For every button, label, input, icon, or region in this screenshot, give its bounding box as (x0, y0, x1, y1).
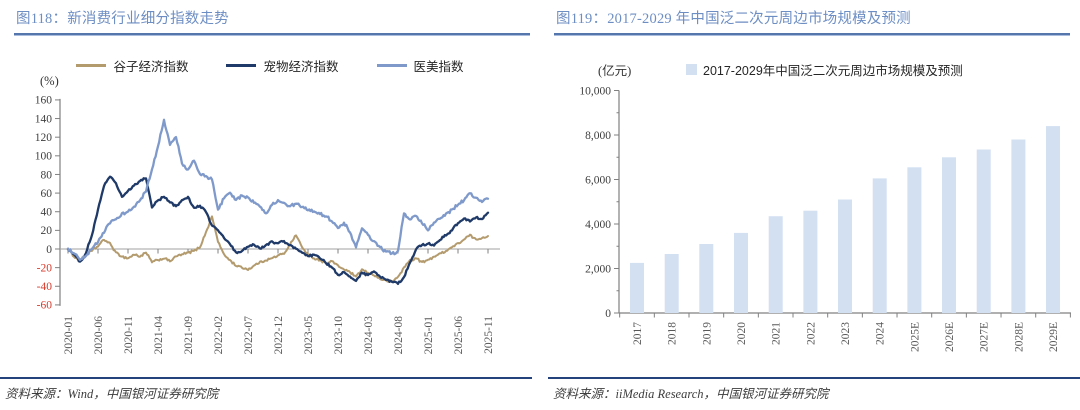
y-tick-label: 0 (605, 308, 611, 320)
x-tick-label: 2025-06 (453, 316, 465, 355)
y-tick-label: 80 (41, 169, 53, 181)
x-tick-label: 2023 (840, 322, 852, 345)
x-tick-label: 2023-10 (333, 316, 345, 355)
x-tick-label: 2022-12 (273, 316, 285, 355)
x-tick-label: 2025-11 (483, 316, 495, 354)
fig118-legend-item-0: 谷子经济指数 (76, 56, 188, 75)
fig118-source: 资料来源：Wind，中国银河证券研究院 (5, 387, 219, 401)
y-tick-label: 40 (41, 207, 53, 219)
x-tick-label: 2028E (1013, 322, 1025, 352)
bar-2026E (942, 157, 956, 314)
bar-2025E (907, 167, 922, 313)
fig119-title: 图119：2017-2029 年中国泛二次元周边市场规模及预测 (556, 11, 911, 27)
y-tick-label: 160 (35, 95, 53, 107)
x-tick-label: 2023-05 (303, 316, 315, 355)
fig119-legend: 2017-2029年中国泛二次元周边市场规模及预测 (686, 60, 963, 79)
fig119-source-divider (548, 377, 1080, 379)
y-tick-label: 6,000 (585, 174, 611, 186)
panel-fig118: 图118：新消费行业细分指数走势 谷子经济指数 宠物经济指数 医美指数 (%) -6… (0, 11, 540, 401)
x-tick-label: 2018 (667, 322, 679, 345)
x-tick-label: 2025E (909, 322, 921, 352)
fig118-source-divider (0, 377, 532, 379)
y-tick-label: 0 (46, 244, 52, 256)
x-tick-label: 2022-02 (213, 316, 225, 355)
x-tick-label: 2024 (875, 322, 887, 345)
bar-2020 (734, 232, 748, 313)
fig118-legend-item-1: 宠物经济指数 (226, 56, 339, 75)
x-tick-label: 2024-08 (393, 316, 405, 355)
bar-2021 (768, 216, 783, 313)
y-tick-label: 140 (35, 113, 53, 125)
fig118-legend-item-2: 医美指数 (376, 56, 464, 75)
y-tick-label: 20 (41, 225, 53, 237)
x-tick-label: 2026E (944, 322, 956, 352)
fig119-title-rule (554, 33, 1070, 36)
bar-2023 (838, 199, 852, 313)
y-tick-label: -40 (37, 281, 53, 293)
series-line-2 (66, 118, 490, 262)
x-tick-label: 2022-07 (243, 316, 255, 355)
x-tick-label: 2021-04 (153, 316, 165, 355)
x-tick-label: 2022 (805, 322, 817, 345)
x-tick-label: 2024-03 (363, 316, 375, 355)
bar-2029E (1046, 126, 1060, 313)
x-tick-label: 2029E (1048, 322, 1060, 352)
fig119-y-unit-label: (亿元) (598, 64, 632, 78)
fig118-legend-item-label: 谷子经济指数 (113, 60, 189, 74)
fig118-line-chart: -60 -40 -20 0 20 40 60 80 100 120 140 160 2020-01 202… (35, 95, 500, 355)
fig118-y-unit-label: (%) (40, 74, 59, 88)
fig118-legend-line-icon (376, 64, 407, 67)
bar-2018 (664, 254, 679, 313)
y-tick-label: 8,000 (585, 130, 611, 142)
fig118-title: 图118：新消费行业细分指数走势 (16, 11, 229, 27)
fig118-title-rule (14, 33, 530, 36)
fig118-legend-line-icon (76, 64, 107, 67)
panel-fig119: 图119：2017-2029 年中国泛二次元周边市场规模及预测 (亿元) 201… (540, 0, 1080, 410)
series-line-0 (67, 215, 489, 283)
fig118-legend-line-icon (226, 64, 257, 67)
fig119-bar-chart: 0 2,000 4,000 6,000 8,000 10,000 2017 2018 2019 2… (579, 85, 1071, 352)
x-tick-label: 2027E (979, 322, 991, 352)
y-tick-label: 10,000 (579, 85, 611, 97)
bar-2022 (803, 210, 818, 313)
y-tick-label: 100 (35, 151, 53, 163)
x-tick-label: 2017 (632, 322, 644, 345)
fig119-source: 资料来源：iiMedia Research，中国银河证券研究院 (553, 387, 829, 401)
bar-2017 (630, 262, 644, 313)
bar-2028E (1011, 139, 1026, 313)
x-tick-label: 2020-11 (123, 316, 135, 354)
series-line-1 (66, 175, 490, 286)
y-tick-label: 120 (35, 132, 53, 144)
x-tick-label: 2020-01 (63, 316, 75, 355)
fig119-legend-swatch-icon (686, 64, 697, 75)
y-tick-label: 2,000 (585, 263, 611, 275)
y-tick-label: 4,000 (585, 219, 611, 231)
y-tick-label: 60 (41, 188, 53, 200)
fig118-legend: 谷子经济指数 宠物经济指数 医美指数 (0, 56, 540, 75)
x-tick-label: 2019 (701, 322, 713, 345)
y-tick-label: -20 (37, 262, 53, 274)
fig118-legend-item-label: 医美指数 (413, 60, 464, 74)
y-tick-label: -60 (37, 300, 53, 312)
x-tick-label: 2020 (736, 322, 748, 345)
bar-2024 (872, 178, 887, 313)
x-tick-label: 2021 (771, 322, 783, 345)
bar-2019 (699, 244, 714, 313)
x-tick-label: 2021-09 (183, 316, 195, 355)
fig119-legend-label: 2017-2029年中国泛二次元周边市场规模及预测 (703, 64, 963, 78)
bar-2027E (976, 149, 991, 313)
x-tick-label: 2020-06 (93, 316, 105, 355)
fig118-legend-item-label: 宠物经济指数 (263, 60, 339, 74)
x-tick-label: 2025-01 (423, 316, 435, 355)
